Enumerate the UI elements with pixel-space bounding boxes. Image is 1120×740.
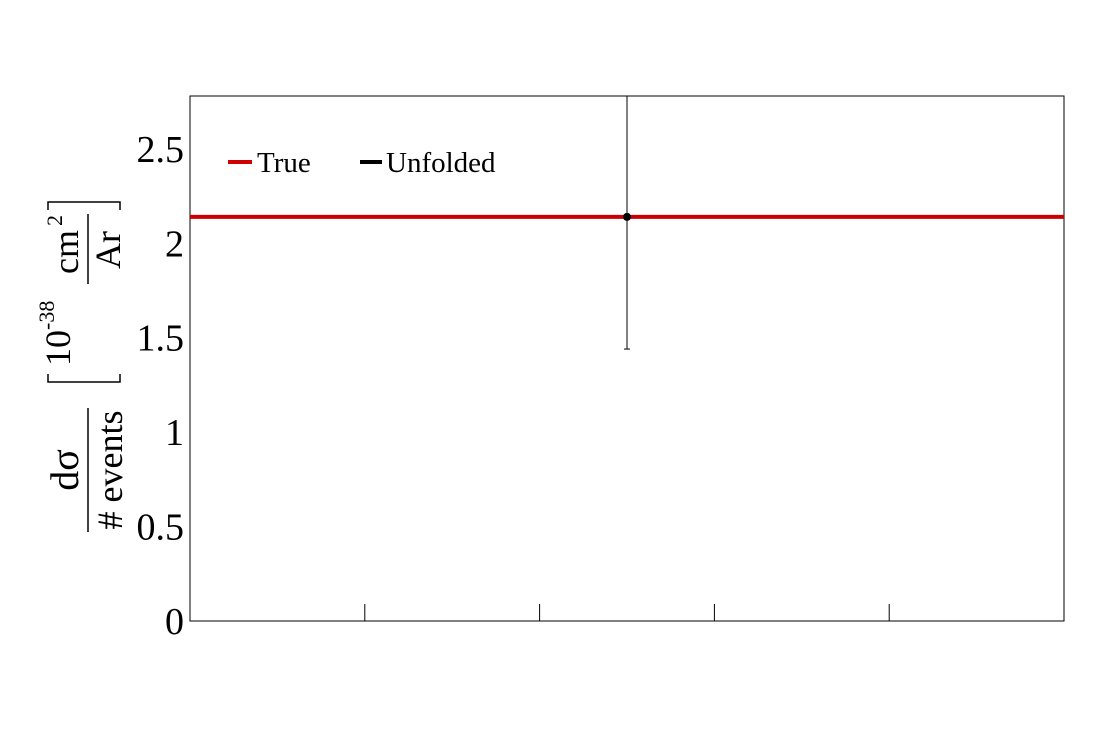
y-label-denominator: # events: [90, 411, 130, 530]
y-label-unit-numerator-exponent: 2: [42, 215, 67, 226]
legend-label-unfolded: Unfolded: [386, 147, 496, 179]
legend: True Unfolded: [228, 147, 496, 179]
y-label-unit-prefix: 10: [38, 330, 78, 366]
y-tick-label-5: 2.5: [137, 129, 185, 171]
y-label-numerator: dσ: [42, 449, 87, 491]
y-tick-label-1: 0.5: [137, 507, 185, 549]
y-tick-label-2: 1: [165, 412, 184, 454]
y-tick-label-3: 1.5: [137, 318, 185, 360]
legend-label-true: True: [257, 147, 311, 179]
y-tick-label-0: 0: [165, 601, 184, 643]
y-axis-label: dσ # events 10 -38 cm 2 Ar: [34, 201, 130, 532]
x-axis-ticks: [364, 604, 890, 621]
series-layer: [190, 96, 1064, 350]
y-tick-label-4: 2: [165, 223, 184, 265]
y-label-unit-denominator: Ar: [88, 231, 128, 269]
y-axis-ticks: 0 0.5 1 1.5 2 2.5: [137, 129, 185, 643]
y-label-unit-exponent: -38: [34, 301, 59, 330]
y-label-right-bracket: [47, 201, 121, 210]
y-label-left-bracket: [47, 374, 121, 383]
data-point-unfolded: [623, 212, 631, 221]
y-label-unit-numerator: cm: [46, 230, 86, 274]
